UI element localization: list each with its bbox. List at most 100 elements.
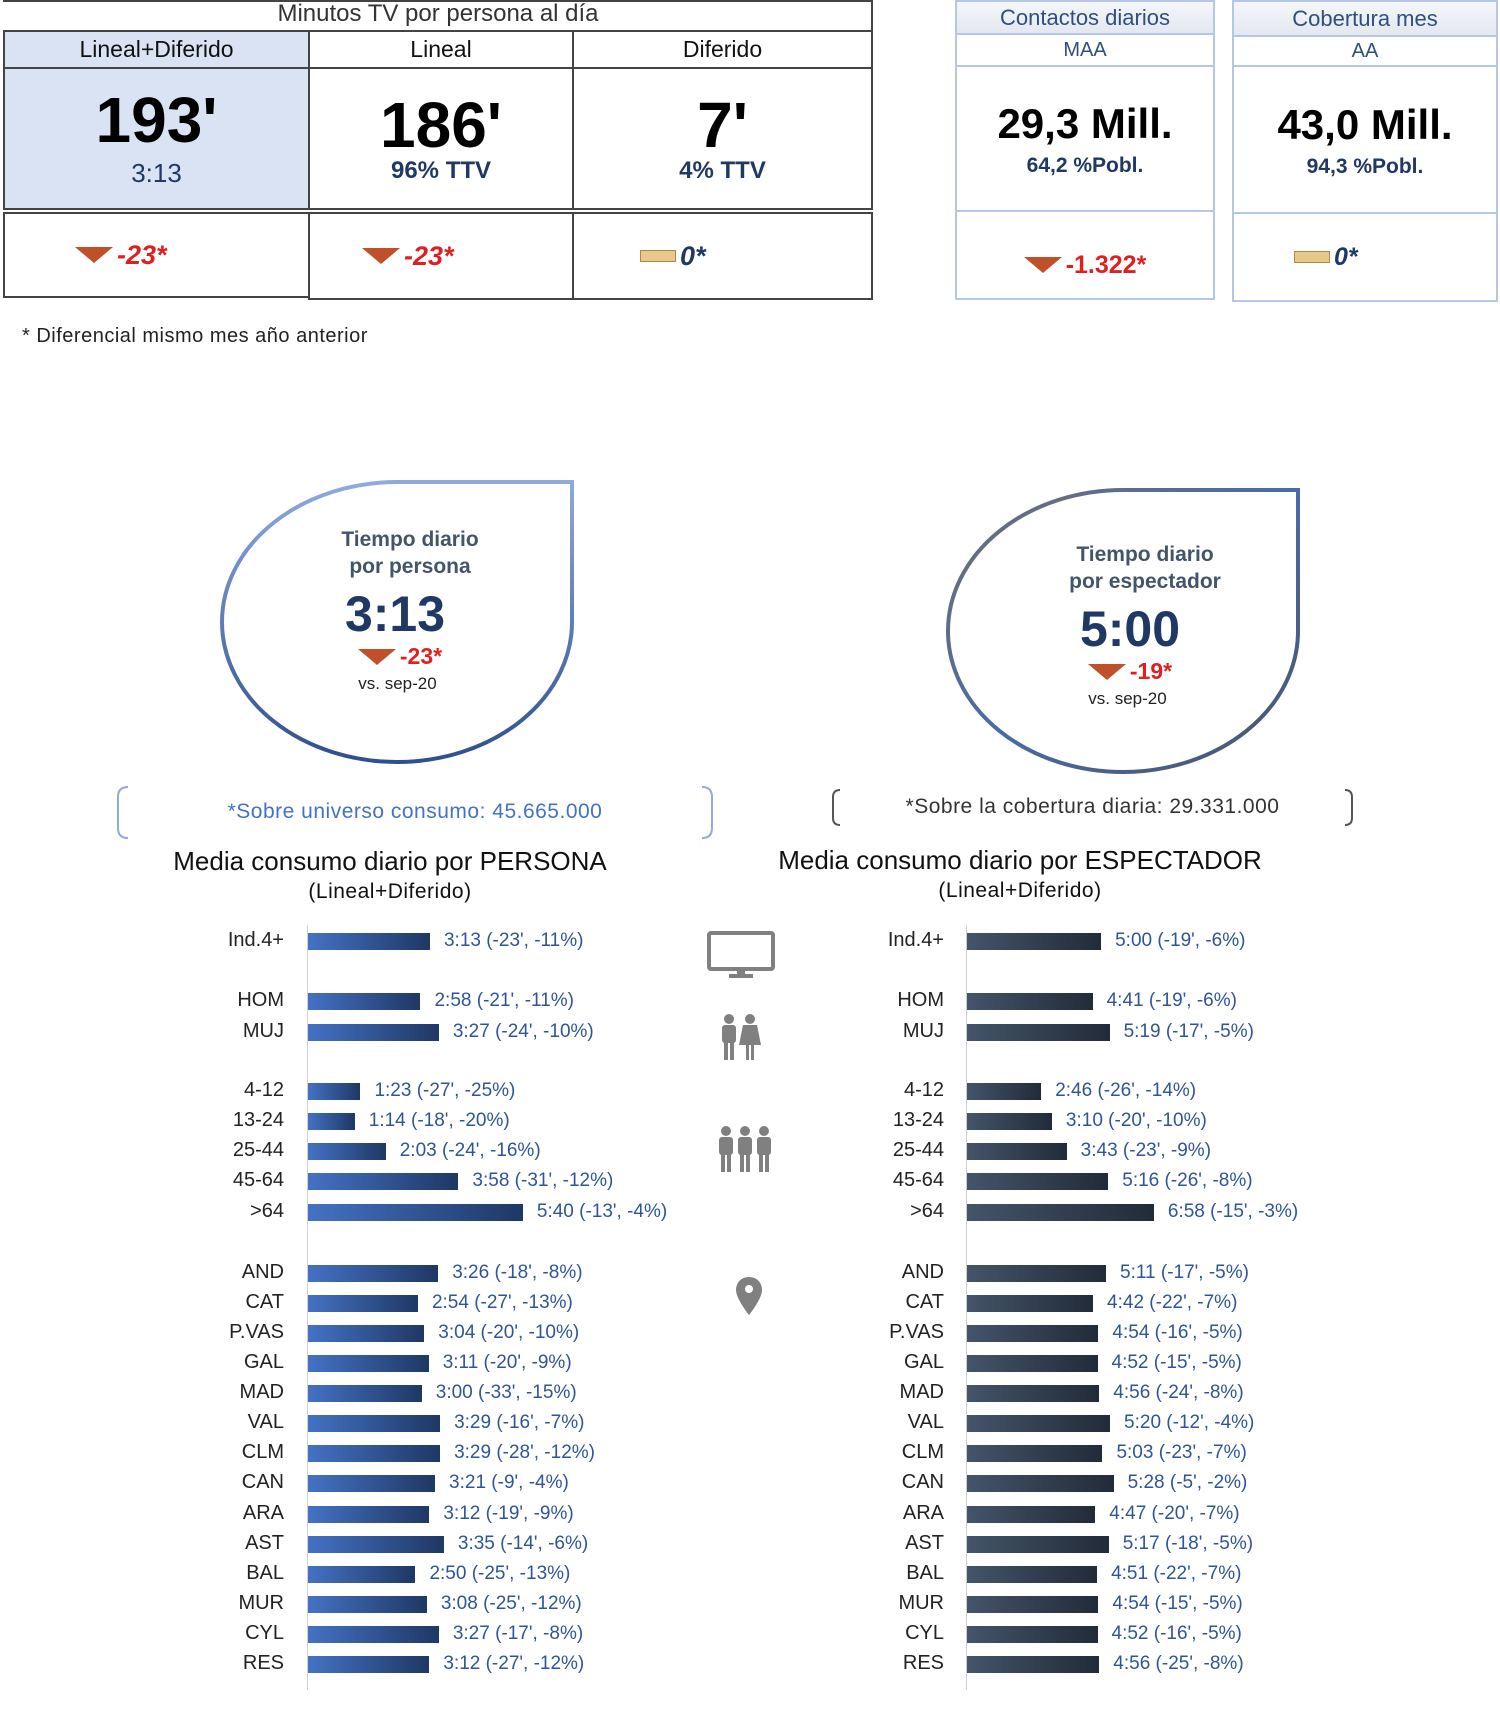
bar-persona (308, 1265, 439, 1282)
bar-persona (308, 1295, 418, 1312)
value-cell-diferido: 7' 4% TTV (572, 67, 873, 210)
bar-espectador (967, 1173, 1109, 1190)
category-label: CAT (905, 1291, 944, 1313)
value-label: 2:54 (-27', -13%) (431, 1292, 573, 1313)
drop-title: por persona (349, 555, 471, 578)
header-label: Lineal+Diferido (79, 36, 234, 62)
down-arrow-icon (362, 248, 400, 264)
bar-persona (308, 1143, 386, 1160)
bar-persona (308, 1536, 444, 1553)
value-label: 3:58 (-31', -12%) (472, 1170, 614, 1191)
category-label: RES (902, 1652, 944, 1674)
value-label: 4:47 (-20', -7%) (1109, 1503, 1240, 1524)
bar-espectador (967, 1325, 1099, 1342)
bar-persona (308, 1355, 429, 1372)
value-label: 3:29 (-28', -12%) (454, 1442, 595, 1463)
bar-persona (308, 1626, 439, 1643)
category-label: 45-64 (232, 1169, 284, 1191)
bar-persona (308, 1173, 459, 1190)
category-label: 25-44 (892, 1139, 944, 1161)
bar-persona (308, 1204, 523, 1221)
bar-espectador (967, 1385, 1100, 1402)
flat-indicator-icon (1294, 251, 1330, 263)
category-label: MAD (239, 1381, 284, 1403)
bar-espectador (967, 1083, 1042, 1100)
category-label: 4-12 (243, 1079, 284, 1101)
bar-persona (308, 1024, 439, 1041)
bar-espectador (967, 1415, 1111, 1432)
bar-persona (308, 1083, 361, 1100)
bar-espectador (967, 1143, 1067, 1160)
flat-indicator-icon (640, 250, 676, 262)
value-label: 5:40 (-13', -4%) (536, 1201, 668, 1222)
drop-vs: vs. sep-20 (1088, 689, 1167, 708)
header-lineal-diferido: Lineal+Diferido (3, 30, 310, 69)
footnote: * Diferencial mismo mes año anterior (22, 325, 368, 347)
category-label: VAL (907, 1411, 944, 1433)
bar-espectador (967, 1536, 1109, 1553)
sub-value: 4% TTV (679, 156, 766, 184)
bracket-right-open (832, 789, 841, 826)
category-label: 25-44 (232, 1139, 284, 1161)
drop-title: Tiempo diario (1076, 543, 1214, 566)
bracket-right-close (1344, 789, 1353, 826)
bar-persona (308, 1475, 436, 1492)
category-label: 45-64 (892, 1169, 944, 1191)
value-label: 3:08 (-25', -12%) (440, 1593, 582, 1614)
diff-cell-diferido: 0* (572, 212, 873, 300)
bar-espectador (967, 1656, 1100, 1673)
drop-value: 3:13 (344, 586, 446, 642)
category-label: CYL (245, 1622, 284, 1644)
sub-value: 94,3 %Pobl. (1306, 154, 1424, 178)
value: 193' (95, 84, 218, 156)
sub-value: 64,2 %Pobl. (1026, 153, 1144, 177)
value-label: 3:04 (-20', -10%) (438, 1322, 580, 1343)
chart-subtitle-persona: (Lineal+Diferido) (308, 880, 472, 903)
box-title: Cobertura mes (1232, 0, 1498, 37)
bar-espectador (967, 1506, 1096, 1523)
bar-persona (308, 1113, 355, 1130)
bar-espectador (967, 1445, 1103, 1462)
bar-persona (308, 933, 430, 950)
value-label: 3:29 (-16', -7%) (454, 1412, 585, 1433)
value-label: 5:28 (-5', -2%) (1127, 1472, 1248, 1493)
box-title-text: Contactos diarios (1000, 4, 1170, 30)
bar-persona (308, 1325, 425, 1342)
value-label: 3:11 (-20', -9%) (442, 1352, 572, 1373)
location-pin-icon (736, 1277, 762, 1315)
value-label: 4:52 (-16', -5%) (1111, 1623, 1242, 1644)
category-label: ARA (242, 1502, 284, 1524)
category-label: P.VAS (229, 1321, 284, 1343)
bar-espectador (967, 993, 1093, 1010)
value-label: 4:54 (-15', -5%) (1112, 1593, 1243, 1614)
category-label: Ind.4+ (227, 929, 284, 951)
bar-espectador (967, 1475, 1114, 1492)
value-label: 4:56 (-24', -8%) (1113, 1382, 1244, 1403)
box-title: Contactos diarios (955, 0, 1215, 35)
value-label: 5:19 (-17', -5%) (1123, 1021, 1254, 1042)
down-arrow-icon (1087, 663, 1126, 680)
category-label: BAL (906, 1562, 944, 1584)
category-label: CLM (901, 1441, 944, 1463)
value-label: 2:58 (-21', -11%) (434, 990, 574, 1011)
bar-espectador (967, 1024, 1110, 1041)
value-label: 5:16 (-26', -8%) (1122, 1170, 1253, 1191)
bar-espectador (967, 1626, 1098, 1643)
category-label: CAN (241, 1471, 284, 1493)
value-label: 2:46 (-26', -14%) (1055, 1080, 1197, 1101)
bar-espectador (967, 1596, 1099, 1613)
value-label: 2:03 (-24', -16%) (399, 1140, 541, 1161)
box-subtitle-text: MAA (1063, 38, 1107, 61)
value-label: 4:42 (-22', -7%) (1107, 1292, 1238, 1313)
box-diff: 0* (1232, 212, 1498, 302)
sub-value: 3:13 (131, 158, 182, 188)
drop-shapes (117, 480, 1353, 839)
category-label: P.VAS (889, 1321, 944, 1343)
category-label: AND (241, 1261, 284, 1283)
category-label: 13-24 (892, 1109, 944, 1131)
bracket-left-close (701, 786, 713, 839)
category-label: >64 (910, 1200, 944, 1222)
down-arrow-icon (357, 648, 396, 665)
box-diff: -1.322* (955, 210, 1215, 300)
category-label: >64 (250, 1200, 284, 1222)
